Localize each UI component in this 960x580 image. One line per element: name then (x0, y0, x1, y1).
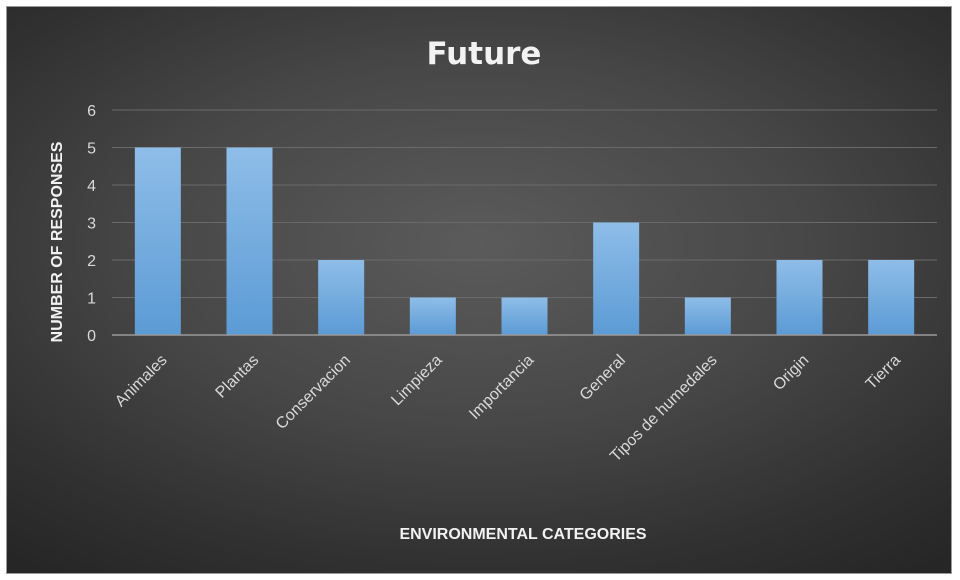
bar-tierra (868, 260, 915, 335)
y-tick-labels: 0 1 2 3 4 5 6 (87, 103, 96, 345)
category-labels: Animales Plantas Conservacion Limpieza Impor… (112, 352, 904, 466)
y-tick-label: 4 (87, 178, 96, 195)
x-axis-title: ENVIRONMENTAL CATEGORIES (399, 526, 646, 543)
category-label: Conservacion (273, 352, 354, 433)
y-tick-label: 6 (87, 103, 96, 120)
y-tick-label: 1 (87, 291, 96, 308)
category-label: Origin (770, 352, 812, 394)
category-label: Tierra (863, 352, 904, 393)
chart-title: Future (427, 36, 542, 72)
category-label: Limpieza (388, 352, 445, 409)
y-axis-title: NUMBER OF RESPONSES (49, 141, 66, 342)
bar-tipos-de-humedales (684, 297, 731, 335)
category-label: Animales (112, 352, 171, 411)
category-label: Plantas (213, 352, 263, 402)
bar-plantas (226, 147, 273, 335)
category-label: Tipos de humedales (607, 352, 720, 465)
y-tick-label: 0 (87, 328, 96, 345)
bars (134, 147, 915, 335)
bar-origin (776, 260, 823, 335)
y-tick-label: 5 (87, 141, 96, 158)
bar-conservacion (318, 260, 365, 335)
bar-importancia (501, 297, 548, 335)
category-label: Importancia (466, 352, 537, 423)
y-tick-label: 2 (87, 253, 96, 270)
bar-limpieza (409, 297, 456, 335)
category-label: General (577, 352, 629, 404)
bar-general (593, 222, 640, 335)
y-tick-label: 3 (87, 216, 96, 233)
bar-animales (134, 147, 181, 335)
